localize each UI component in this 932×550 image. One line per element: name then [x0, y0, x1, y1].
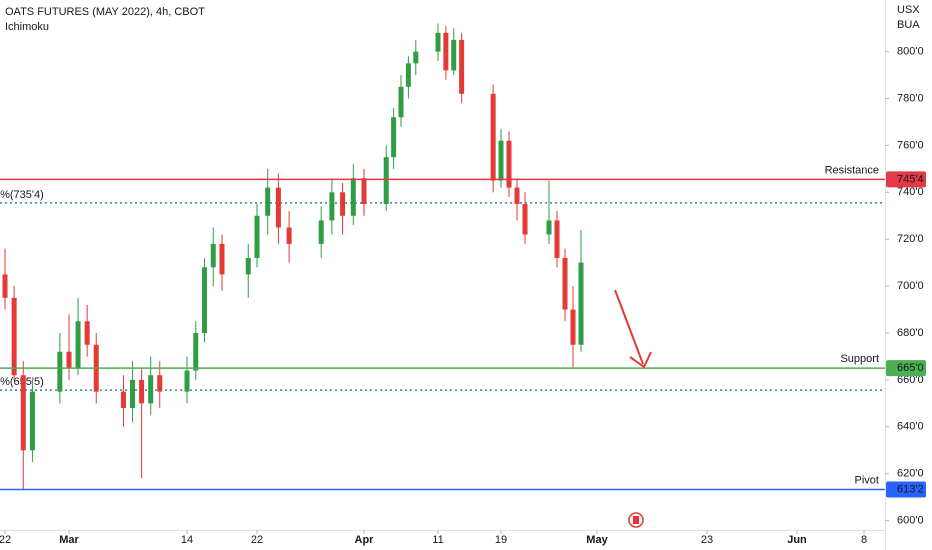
level-tag-label: 745'4	[897, 173, 924, 185]
candle-body	[506, 140, 512, 188]
candle-body	[554, 220, 560, 258]
x-tick-label: 23	[701, 534, 713, 546]
candle-body	[514, 187, 520, 205]
candle-body	[562, 257, 568, 310]
level-name: Resistance	[825, 164, 879, 176]
y-tick-label: 760'0	[897, 139, 924, 151]
candle-body	[275, 187, 281, 228]
x-tick-label: 14	[181, 534, 193, 546]
candle-body	[130, 379, 136, 409]
y-tick-label: 600'0	[897, 515, 924, 527]
x-tick-label: Apr	[355, 534, 375, 546]
y-tick-label: 700'0	[897, 280, 924, 292]
candle-body	[340, 192, 346, 216]
candle-body	[254, 215, 260, 258]
chart-title: OATS FUTURES (MAY 2022), 4h, CBOT	[5, 6, 205, 18]
y-tick-label: 640'0	[897, 421, 924, 433]
candle-body	[286, 227, 292, 244]
level-tag	[886, 360, 926, 377]
candle-body	[570, 309, 576, 345]
candle-body	[391, 117, 397, 158]
event-icon-glyph	[633, 516, 639, 524]
y-tick-label: 720'0	[897, 233, 924, 245]
y-tick-label: 780'0	[897, 92, 924, 104]
x-tick-label: 19	[495, 534, 507, 546]
candle-body	[413, 51, 419, 64]
candle-body	[210, 243, 216, 268]
candle-body	[29, 391, 35, 451]
candle-body	[522, 204, 528, 235]
level-name: Pivot	[855, 474, 879, 486]
y-tick-label: 800'0	[897, 45, 924, 57]
unit: BUA	[897, 19, 920, 31]
candle-body	[498, 140, 504, 181]
y-tick-label: 740'0	[897, 186, 924, 198]
candle-body	[139, 379, 145, 404]
level-tag	[886, 171, 926, 188]
candle-body	[148, 375, 154, 404]
candle-body	[265, 187, 271, 216]
level-tag	[886, 481, 926, 498]
candle-body	[578, 262, 584, 345]
candle-body	[2, 274, 8, 298]
candle-body	[443, 32, 449, 71]
y-tick-label: 680'0	[897, 327, 924, 339]
candle-body	[120, 391, 126, 409]
level-tag-label: 665'0	[897, 362, 924, 374]
x-tick-label: Mar	[59, 534, 79, 546]
x-tick-label: 8	[861, 534, 867, 546]
candle-body	[75, 321, 81, 369]
x-tick-label: 22	[251, 534, 263, 546]
forecast-arrow-head	[629, 351, 652, 369]
candle-body	[361, 178, 367, 205]
candle-body	[245, 257, 251, 275]
candle-body	[459, 39, 465, 94]
candle-body	[57, 351, 63, 392]
candle-body	[11, 297, 17, 376]
forecast-arrow	[614, 289, 644, 365]
y-tick-label: 620'0	[897, 468, 924, 480]
candle-body	[202, 267, 207, 334]
candle-body	[546, 220, 552, 235]
currency: USX	[897, 4, 920, 16]
candle-body	[157, 375, 163, 392]
candle-body	[219, 243, 225, 275]
level-name: Support	[840, 353, 879, 365]
candle-body	[383, 157, 389, 205]
indicator-name: Ichimoku	[5, 21, 49, 33]
candle-body	[20, 375, 26, 451]
candle-body	[318, 220, 324, 244]
x-tick-label: Jun	[787, 534, 807, 546]
candle-body	[405, 63, 411, 87]
candle-body	[184, 370, 190, 392]
event-icon[interactable]	[628, 512, 644, 528]
candle-body	[435, 32, 441, 52]
level-tag-label: 613'2	[897, 483, 924, 495]
candle-body	[193, 333, 199, 371]
candle-body	[451, 39, 457, 71]
candle-body	[350, 178, 356, 216]
x-tick-label: 11	[432, 534, 443, 546]
y-tick-label: 660'0	[897, 374, 924, 386]
candle-body	[490, 93, 496, 181]
candle-body	[84, 321, 90, 345]
candle-body	[329, 192, 335, 221]
fib-label: 0%(735'4)	[0, 189, 44, 201]
candle-body	[66, 351, 72, 369]
x-tick-label: May	[586, 534, 608, 546]
candle-body	[398, 86, 404, 118]
x-tick-label: 22	[0, 534, 11, 546]
